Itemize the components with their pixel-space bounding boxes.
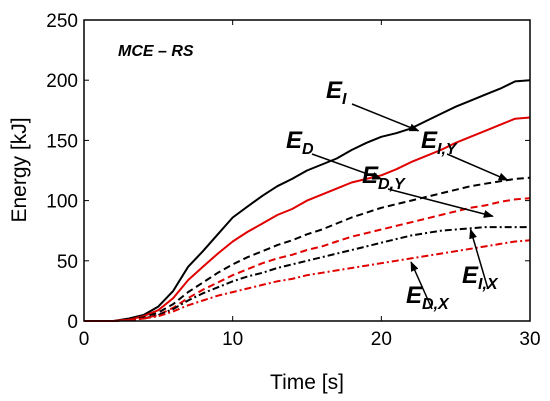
annotation-arrow: [446, 153, 509, 181]
plot-frame: [83, 19, 531, 322]
x-tick-label: 30: [519, 329, 540, 350]
series-line-6: [84, 239, 531, 322]
annotation-label: EI,X: [462, 262, 499, 293]
annotation-arrow: [387, 188, 494, 218]
series-line-5: [84, 226, 530, 322]
annotation-label: EI,Y: [421, 127, 458, 158]
annotation-arrow: [311, 153, 383, 180]
annotation-layer: EI ED EI,Y ED,Y EI,X ED,X: [286, 77, 509, 313]
series-layer: [84, 79, 531, 322]
y-tick-label: 200: [46, 71, 78, 92]
chart-title: MCE – RS: [118, 43, 194, 60]
ticks-layer: 0 10 20 30 0 50 100 150 200 250: [46, 11, 540, 350]
series-line-4: [84, 197, 531, 322]
annotation-arrow: [410, 261, 433, 310]
x-axis-label: Time [s]: [270, 371, 344, 394]
y-tick-label: 0: [67, 312, 78, 333]
y-tick-label: 150: [46, 131, 78, 152]
y-axis-label: Energy [kJ]: [8, 117, 31, 222]
series-line-1: [84, 79, 531, 322]
x-tick-label: 20: [371, 329, 392, 350]
annotation-arrow: [351, 103, 420, 132]
series-line-3: [84, 176, 531, 322]
annotation-label: ED: [286, 127, 314, 158]
y-tick-label: 100: [46, 192, 78, 213]
y-tick-label: 250: [46, 11, 78, 32]
x-tick-label: 0: [79, 329, 90, 350]
annotation-arrow: [469, 228, 489, 290]
annotation-label: EI: [326, 77, 347, 108]
x-tick-label: 10: [222, 329, 243, 350]
annotation-label: ED,X: [406, 282, 450, 313]
annotation-label: ED,Y: [362, 162, 406, 193]
y-tick-label: 50: [57, 252, 78, 273]
series-line-2: [84, 116, 531, 322]
